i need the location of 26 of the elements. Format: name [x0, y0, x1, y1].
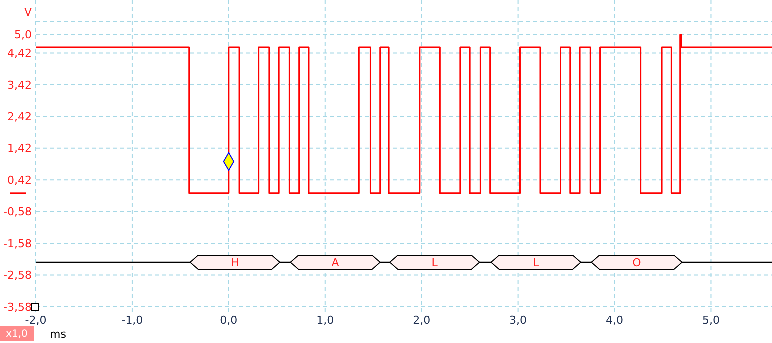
x-tick-label: 5,0 [702, 314, 720, 327]
y-tick-label: -3,58 [4, 300, 32, 314]
band-label: L [432, 256, 439, 270]
text: x1,0 [6, 329, 28, 340]
band-label: H [231, 256, 240, 270]
x-tick-label: -2,0 [25, 314, 47, 327]
y-tick-label: 2,42 [8, 110, 32, 124]
y-axis-title: V [24, 6, 32, 19]
y-tick-label: -0,58 [4, 206, 32, 219]
band-label: L [533, 256, 540, 270]
y-tick-label: 0,42 [8, 174, 32, 187]
x-axis-title: ms [50, 328, 67, 341]
x-tick-label: -1,0 [122, 314, 144, 327]
y-tick-label: 5,0 [14, 28, 32, 42]
x-tick-label: 0,0 [220, 314, 238, 327]
x-tick-label: 4,0 [606, 314, 624, 327]
y-tick-label: -1,58 [4, 237, 32, 250]
y-tick-label: 4,42 [8, 47, 32, 60]
x-tick-label: 3,0 [510, 314, 528, 327]
band-label: O [632, 256, 642, 270]
band-label: A [332, 256, 340, 270]
x-tick-label: 2,0 [413, 314, 431, 327]
y-tick-label: 3,42 [8, 78, 32, 92]
x-tick-label: 1,0 [316, 314, 334, 327]
y-tick-label: 1,42 [8, 142, 32, 156]
y-tick-label: -2,58 [4, 269, 32, 282]
